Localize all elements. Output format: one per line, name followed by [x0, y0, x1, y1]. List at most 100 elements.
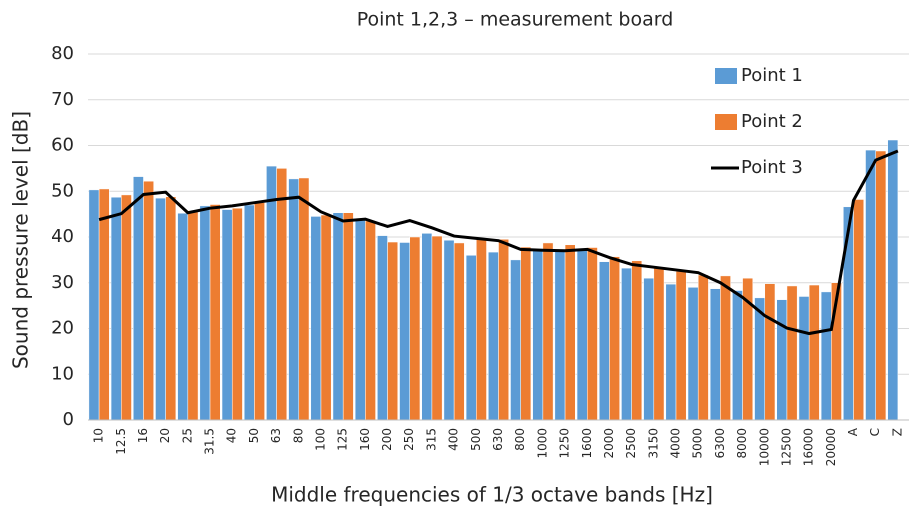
bar [288, 178, 300, 421]
x-tick-label: 3150 [646, 428, 660, 459]
y-tick-label: 80 [51, 43, 74, 64]
bar [820, 291, 832, 421]
bar [199, 205, 211, 421]
bar [542, 242, 554, 421]
bar [431, 235, 443, 421]
bar [687, 287, 699, 421]
x-tick-label: 20 [158, 428, 172, 443]
bar [187, 211, 199, 421]
bar [387, 241, 399, 421]
bar [133, 176, 144, 421]
bar [243, 204, 255, 421]
x-tick-label: 8000 [735, 428, 749, 459]
chart-title: Point 1,2,3 – measurement board [357, 9, 674, 31]
bar [808, 284, 820, 421]
legend-swatch [715, 68, 737, 84]
bar [476, 239, 487, 421]
bar [875, 150, 887, 421]
bar [298, 177, 310, 421]
bar [653, 266, 665, 421]
bar [332, 212, 344, 421]
bar [110, 196, 122, 421]
x-tick-label: 125 [336, 428, 350, 451]
legend-label: Point 2 [741, 111, 803, 132]
bar [165, 196, 177, 421]
x-tick-label: 800 [513, 428, 527, 451]
bar [354, 219, 366, 421]
x-tick-label: 100 [313, 428, 327, 451]
x-tick-label: 250 [402, 428, 416, 451]
bar [266, 165, 277, 421]
y-tick-label: 10 [51, 363, 74, 384]
x-tick-label: 20000 [824, 428, 838, 466]
bar [155, 197, 166, 421]
bar [554, 250, 566, 421]
bar [520, 246, 532, 421]
bar [576, 249, 588, 421]
x-tick-label: 31.5 [203, 428, 217, 455]
x-tick-label: 1000 [535, 428, 549, 459]
y-tick-label: 40 [51, 226, 74, 247]
x-tick-label: 315 [424, 428, 438, 451]
bar [453, 242, 465, 421]
legend-swatch [715, 114, 737, 130]
bar [732, 290, 743, 421]
bar [231, 207, 243, 421]
bar [697, 274, 709, 421]
bar [488, 251, 499, 421]
x-tick-label: 63 [269, 428, 283, 443]
legend-label: Point 3 [741, 157, 803, 178]
bar [532, 249, 544, 421]
x-tick-label: Z [890, 428, 904, 436]
bar [254, 202, 265, 421]
bar [98, 188, 110, 421]
x-tick-label: 25 [180, 428, 194, 443]
y-tick-label: 0 [63, 409, 74, 430]
x-tick-label: 400 [447, 428, 461, 451]
x-tick-label: 80 [291, 428, 305, 443]
bar [421, 233, 433, 421]
bar [209, 204, 221, 421]
x-tick-label: 16 [136, 428, 150, 443]
bar [776, 299, 788, 421]
x-tick-label: 4000 [669, 428, 683, 459]
bar [665, 283, 677, 421]
y-tick-label: 70 [51, 89, 74, 110]
y-tick-label: 20 [51, 318, 74, 339]
bar [887, 139, 899, 421]
bar [621, 267, 632, 421]
x-tick-label: 200 [380, 428, 394, 451]
bar [399, 242, 410, 421]
y-axis-title: Sound pressure level [dB] [9, 111, 33, 369]
bar [798, 296, 810, 421]
bar [720, 275, 731, 421]
bar [342, 212, 354, 421]
legend-label: Point 1 [741, 65, 803, 86]
bar [587, 247, 598, 421]
x-tick-label: 1600 [580, 428, 594, 459]
x-tick-label: 160 [358, 428, 372, 451]
bar [675, 271, 687, 421]
bar [443, 239, 455, 421]
bar [320, 214, 332, 421]
bar [88, 189, 100, 421]
x-tick-label: 16000 [802, 428, 816, 466]
bar [276, 168, 288, 421]
bar [221, 209, 233, 421]
bar [498, 239, 509, 421]
bar [709, 288, 721, 421]
bar [643, 277, 655, 421]
bar [786, 285, 798, 421]
x-tick-label: 1250 [558, 428, 572, 459]
x-tick-label: 10000 [757, 428, 771, 466]
bar [865, 149, 876, 421]
x-tick-label: C [868, 428, 882, 436]
x-tick-label: 500 [469, 428, 483, 451]
bar [598, 261, 610, 421]
bar [631, 260, 643, 421]
x-axis-title: Middle frequencies of 1/3 octave bands [… [271, 483, 713, 507]
x-tick-label: 40 [225, 428, 239, 443]
bar [377, 235, 388, 421]
bar [365, 220, 376, 421]
